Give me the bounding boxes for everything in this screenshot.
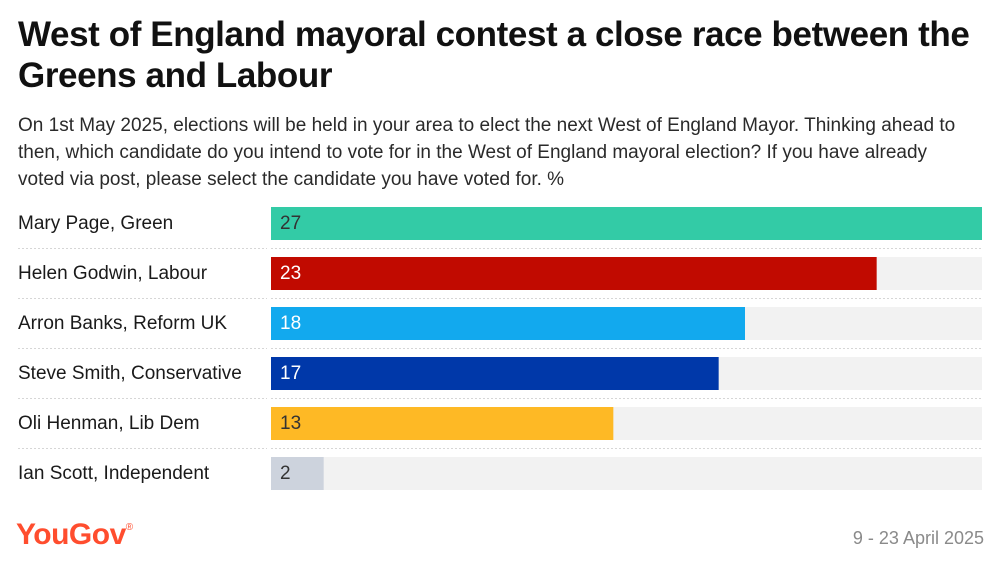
yougov-logo: YouGov® bbox=[16, 518, 133, 551]
bar-ian-scott-independent bbox=[271, 457, 324, 490]
chart-subtitle: On 1st May 2025, elections will be held … bbox=[18, 115, 956, 190]
bar-arron-banks-reform-uk bbox=[271, 307, 745, 340]
value-label: 17 bbox=[280, 363, 301, 384]
fieldwork-date: 9 - 23 April 2025 bbox=[852, 528, 984, 548]
category-label: Arron Banks, Reform UK bbox=[18, 313, 227, 334]
category-label: Mary Page, Green bbox=[18, 213, 173, 234]
bar-oli-henman-lib-dem bbox=[271, 407, 614, 440]
bar-track-ian-scott-independent bbox=[271, 457, 982, 490]
brand-name: YouGov bbox=[16, 518, 126, 551]
value-label: 23 bbox=[280, 263, 301, 284]
bar-helen-godwin-labour bbox=[271, 257, 877, 290]
bar-steve-smith-conservative bbox=[271, 357, 719, 390]
value-label: 13 bbox=[280, 413, 301, 434]
value-label: 27 bbox=[280, 213, 301, 234]
category-label: Oli Henman, Lib Dem bbox=[18, 413, 200, 434]
bar-mary-page-green bbox=[271, 207, 982, 240]
value-label: 18 bbox=[280, 313, 301, 334]
chart-title: West of England mayoral contest a close … bbox=[18, 15, 970, 95]
category-label: Steve Smith, Conservative bbox=[18, 363, 242, 384]
value-label: 2 bbox=[280, 463, 291, 484]
category-label: Helen Godwin, Labour bbox=[18, 263, 208, 284]
category-label: Ian Scott, Independent bbox=[18, 463, 210, 484]
